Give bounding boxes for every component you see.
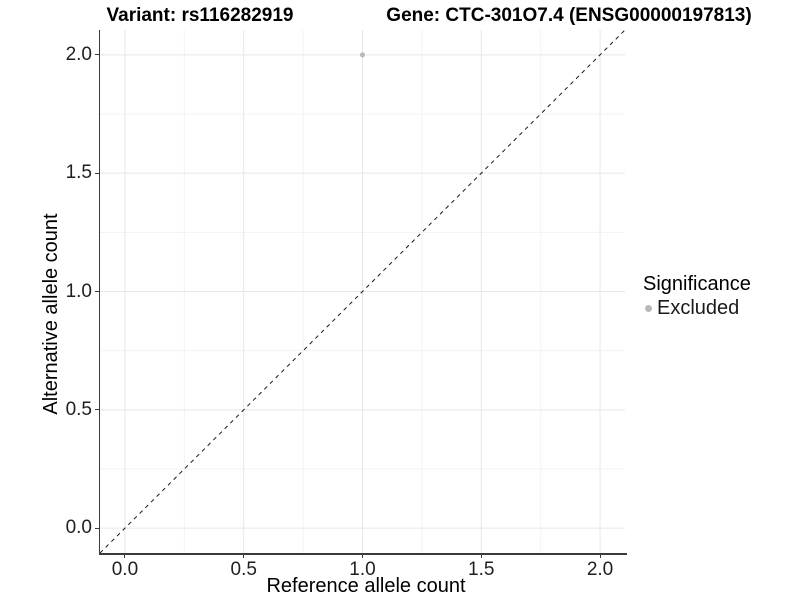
legend-item-label: Excluded (657, 297, 740, 319)
x-tick-label: 2.0 (586, 559, 614, 580)
x-tick-label: 1.5 (468, 559, 495, 580)
circle-marker-icon (645, 304, 652, 312)
legend-title: Significance (643, 273, 751, 295)
x-tick-mark (599, 553, 601, 558)
plot-title-gene: Gene: CTC-301O7.4 (ENSG00000197813) (386, 5, 752, 26)
x-axis-title: Reference allele count (266, 575, 466, 597)
y-tick-mark (95, 172, 100, 174)
y-tick-label: 0.5 (65, 398, 92, 420)
x-tick-mark (124, 553, 126, 558)
y-tick-label: 1.0 (65, 280, 92, 302)
plot-panel (100, 30, 625, 553)
y-tick-mark (95, 291, 100, 292)
x-tick-mark (362, 553, 363, 558)
legend: Significance Excluded (643, 273, 751, 318)
y-tick-mark (95, 54, 100, 56)
x-tick-mark (480, 553, 482, 558)
x-tick-mark (243, 553, 245, 558)
y-tick-label: 2.0 (65, 43, 92, 65)
y-axis-title: Alternative allele count (40, 213, 62, 415)
x-tick-label: 1.0 (349, 559, 376, 580)
plot-title-variant: Variant: rs116282919 (106, 5, 294, 26)
y-tick-mark (95, 409, 100, 411)
data-point (360, 52, 365, 58)
x-tick-label: 0.0 (111, 559, 139, 580)
x-tick-label: 0.5 (230, 559, 257, 580)
y-tick-label: 1.5 (65, 162, 92, 184)
plot-panel-canvas (100, 30, 625, 553)
y-tick-label: 0.0 (65, 517, 92, 539)
y-axis-line (98, 30, 100, 555)
y-tick-mark (95, 527, 100, 529)
identity-dashed-line (100, 30, 625, 553)
legend-item-excluded: Excluded (643, 298, 751, 318)
